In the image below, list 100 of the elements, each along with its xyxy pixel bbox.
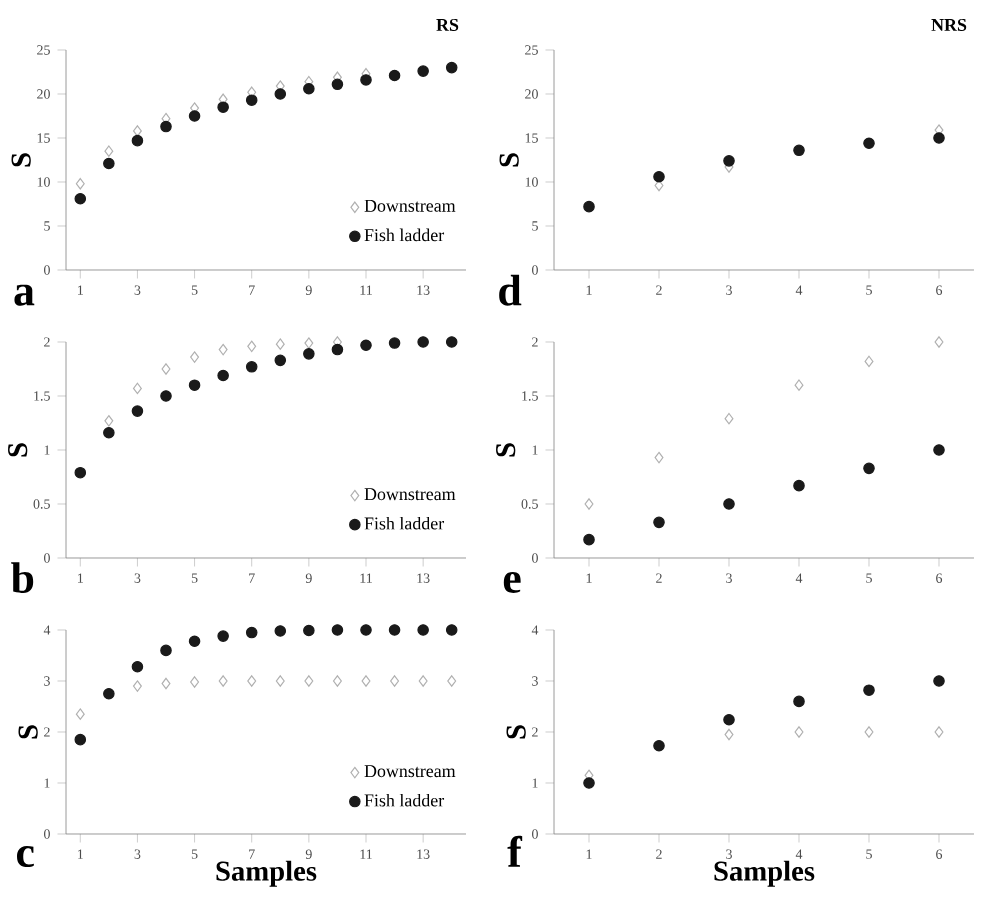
y-axis-title: S: [18, 725, 38, 739]
y-axis-title: S: [11, 153, 31, 167]
point: [653, 739, 665, 752]
point: [275, 675, 285, 687]
point: [161, 363, 171, 375]
point: [864, 355, 874, 368]
legend-label: Downstream: [364, 199, 456, 212]
point: [332, 675, 342, 687]
point: [103, 687, 115, 700]
chart-title: NRS: [931, 18, 967, 32]
point: [74, 466, 87, 479]
point: [247, 675, 257, 687]
point: [360, 74, 372, 86]
point: [863, 137, 875, 150]
point: [583, 200, 595, 213]
point: [104, 145, 114, 157]
point: [274, 88, 287, 100]
point: [160, 390, 172, 402]
point: [418, 675, 428, 687]
x-axis-title: Samples: [714, 860, 815, 887]
point: [390, 675, 400, 687]
legend-label: Downstream: [364, 488, 456, 501]
point: [218, 675, 228, 687]
point: [584, 498, 594, 510]
text: f: [507, 835, 523, 867]
point: [583, 533, 595, 546]
point: [723, 713, 735, 726]
legend-label: Downstream: [364, 765, 456, 778]
point: [724, 412, 734, 425]
point: [217, 101, 229, 113]
point: [160, 120, 172, 133]
point: [793, 695, 805, 708]
point: [190, 351, 200, 363]
point: [188, 635, 201, 647]
point: [217, 369, 229, 382]
point: [274, 625, 287, 637]
point: [303, 82, 315, 95]
point: [445, 624, 458, 636]
point: [360, 339, 372, 352]
point: [361, 675, 371, 687]
point: [653, 170, 665, 183]
text: b: [11, 562, 34, 593]
point: [793, 144, 805, 157]
y-axis-title: S: [499, 153, 519, 167]
point: [131, 134, 144, 147]
point: [723, 155, 735, 167]
point: [190, 676, 200, 688]
y-axis-title: S: [496, 443, 516, 457]
point: [245, 94, 258, 106]
point: [303, 348, 315, 360]
point: [653, 516, 665, 529]
text: d: [499, 274, 522, 306]
point: [417, 624, 429, 636]
point: [863, 462, 875, 475]
point: [75, 708, 85, 720]
y-axis-title: S: [8, 443, 28, 457]
point: [132, 680, 142, 692]
point: [794, 379, 804, 391]
point: [793, 479, 805, 492]
point: [388, 337, 401, 349]
legend-label: Fish ladder: [364, 793, 445, 807]
point: [445, 61, 458, 74]
point: [331, 78, 344, 91]
x-axis-title: Samples: [216, 860, 317, 887]
point: [304, 675, 314, 687]
point: [723, 498, 735, 510]
point: [863, 684, 875, 696]
point: [131, 405, 144, 417]
chart-title: RS: [436, 18, 459, 32]
point: [303, 624, 315, 637]
point: [104, 415, 114, 427]
point: [331, 624, 344, 636]
point: [74, 733, 87, 746]
point: [331, 343, 344, 356]
point: [388, 69, 401, 82]
point: [75, 177, 85, 190]
point: [388, 624, 401, 636]
y-axis-title: S: [506, 725, 526, 739]
point: [188, 379, 201, 391]
point: [583, 777, 595, 789]
point: [218, 343, 228, 356]
text: c: [17, 845, 34, 868]
point: [247, 340, 257, 353]
point: [188, 110, 201, 122]
point: [103, 426, 115, 439]
point: [417, 65, 429, 77]
point: [275, 338, 285, 350]
point: [274, 354, 287, 367]
text: a: [14, 284, 35, 306]
point: [654, 451, 664, 464]
point: [245, 626, 258, 639]
point: [724, 728, 734, 741]
text: e: [503, 571, 521, 593]
point: [934, 726, 944, 738]
point: [132, 382, 142, 395]
point: [447, 675, 457, 687]
legend-label: Fish ladder: [364, 228, 445, 242]
point: [933, 132, 945, 144]
point: [933, 675, 945, 687]
point: [304, 337, 314, 349]
